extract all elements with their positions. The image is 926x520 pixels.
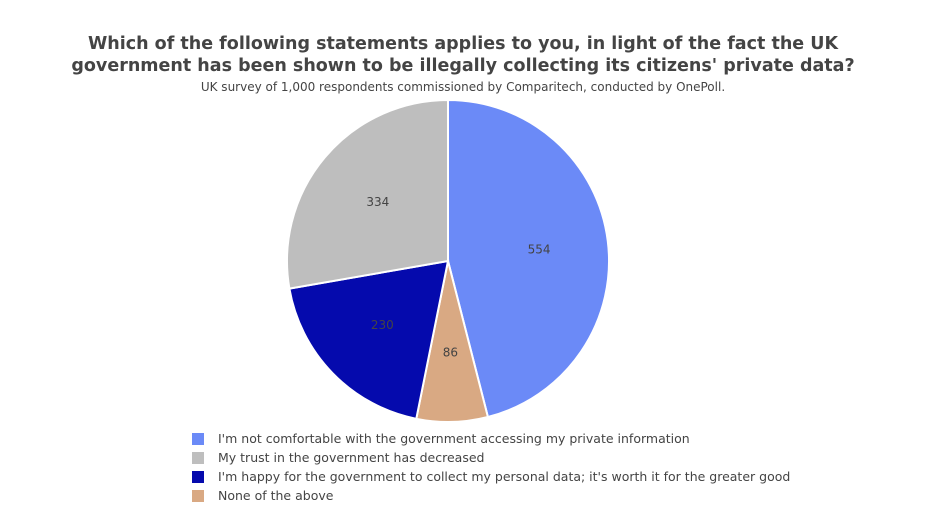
legend-label: My trust in the government has decreased	[218, 450, 485, 465]
pie-slice-not-comfortable[interactable]	[447, 98, 610, 419]
chart-title-line-1: Which of the following statements applie…	[87, 34, 839, 54]
pie-value-label-not-comfortable: 554	[528, 243, 551, 257]
legend-item-not-comfortable[interactable]: I'm not comfortable with the government …	[192, 429, 790, 448]
legend: I'm not comfortable with the government …	[192, 429, 790, 505]
pie-value-label-happy-to-collect: 230	[371, 318, 394, 332]
legend-swatch	[192, 489, 204, 502]
legend-item-happy-to-collect[interactable]: I'm happy for the government to collect …	[192, 467, 790, 486]
legend-swatch	[192, 432, 204, 445]
pie-slice-happy-to-collect[interactable]	[288, 259, 450, 421]
legend-label: None of the above	[218, 488, 334, 503]
chart-subtitle: UK survey of 1,000 respondents commissio…	[200, 80, 726, 94]
pie-value-label-trust-decreased: 334	[366, 195, 389, 209]
chart-title-line-2: government has been shown to be illegall…	[71, 56, 855, 76]
pie-slice-trust-decreased[interactable]	[286, 98, 449, 290]
legend-swatch	[192, 451, 204, 464]
legend-item-none-of-the-above[interactable]: None of the above	[192, 486, 790, 505]
legend-label: I'm happy for the government to collect …	[218, 469, 791, 484]
pie-value-label-none-of-the-above: 86	[443, 346, 458, 360]
legend-label: I'm not comfortable with the government …	[218, 431, 690, 446]
legend-swatch	[192, 470, 204, 483]
legend-item-trust-decreased[interactable]: My trust in the government has decreased	[192, 448, 790, 467]
